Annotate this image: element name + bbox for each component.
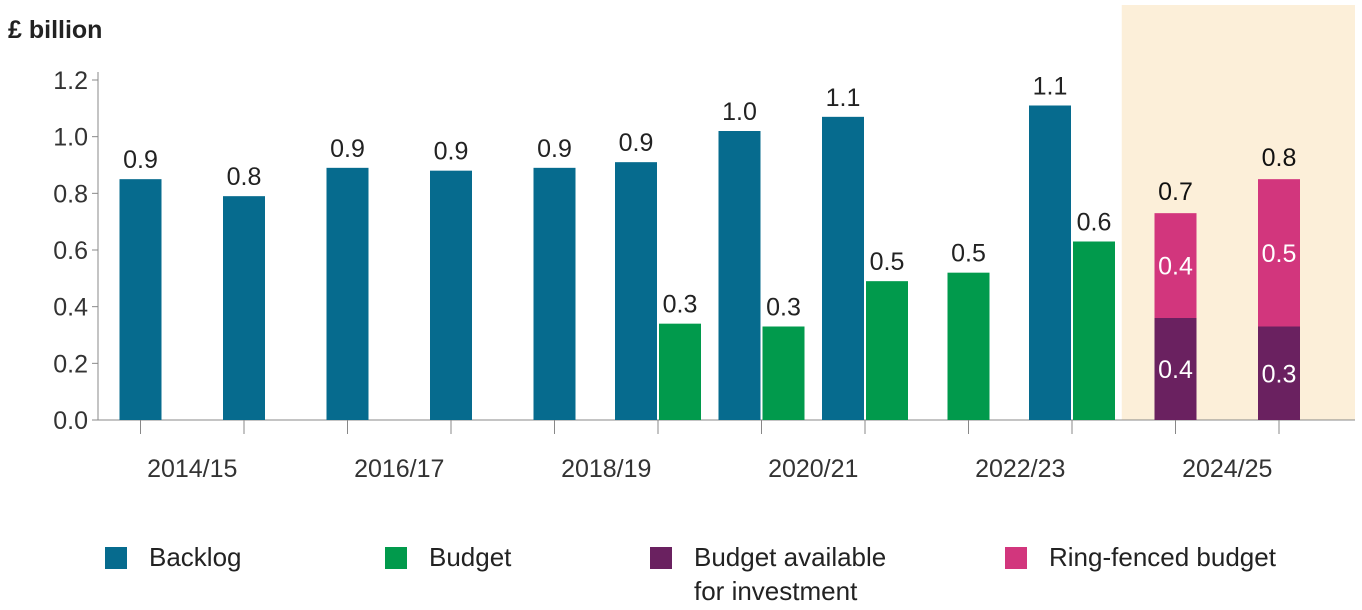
legend-item-ringfenced: Ring-fenced budget (1005, 540, 1276, 574)
x-tick-label: 2020/21 (768, 455, 858, 483)
legend-swatch (105, 547, 127, 569)
y-tick-label: 0.8 (53, 180, 88, 208)
bar-budget (659, 323, 701, 420)
data-label: 0.9 (434, 138, 469, 166)
data-label: 0.9 (619, 129, 654, 157)
legend-item-available: Budget available for investment (650, 540, 886, 608)
data-label: 0.5 (1262, 240, 1297, 268)
stack-total-label: 0.8 (1262, 144, 1297, 172)
legend-swatch (650, 547, 672, 569)
y-tick-label: 0.0 (53, 407, 88, 435)
bar-budget (866, 281, 908, 420)
data-label: 0.4 (1158, 356, 1193, 384)
stack-total-label: 0.7 (1158, 178, 1193, 206)
x-tick-label: 2022/23 (975, 455, 1065, 483)
data-label: 0.3 (1262, 360, 1297, 388)
bar-budget (947, 272, 990, 420)
x-tick-label: 2018/19 (561, 455, 651, 483)
y-tick-label: 0.6 (53, 237, 88, 265)
x-tick-label: 2016/17 (354, 455, 444, 483)
data-label: 0.9 (330, 135, 365, 163)
legend-item-backlog: Backlog (105, 540, 242, 574)
bar-backlog (1029, 105, 1071, 420)
data-label: 0.9 (537, 135, 572, 163)
legend-label: Budget available for investment (694, 542, 887, 606)
bar-budget (762, 326, 805, 420)
x-tick-label: 2014/15 (147, 455, 237, 483)
legend-swatch (1005, 547, 1027, 569)
data-label: 0.6 (1077, 209, 1112, 237)
data-label: 0.3 (766, 294, 801, 322)
data-label: 0.9 (123, 146, 158, 174)
bar-budget (1073, 241, 1115, 420)
bar-ring-fenced-budget (1154, 213, 1197, 318)
bar-backlog (326, 167, 369, 420)
x-tick-label: 2024/25 (1182, 455, 1272, 483)
data-label: 1.1 (826, 84, 861, 112)
data-label: 0.5 (870, 248, 905, 276)
y-tick-label: 1.2 (53, 67, 88, 95)
data-labels: 0.9 0.8 0.9 0.9 0.9 0.9 0.3 1.0 0.3 1.1 0.5 0.5 1.1 0… (123, 73, 1296, 389)
legend-label: Backlog (149, 542, 242, 572)
bars (119, 105, 1300, 420)
bar-backlog (223, 196, 265, 420)
bar-available-for-investment (1258, 326, 1300, 420)
legend: Backlog Budget Budget available for invest… (0, 540, 1362, 610)
bar-backlog (119, 179, 162, 420)
bar-backlog (718, 131, 761, 420)
legend-label: Budget (429, 542, 512, 572)
bar-available-for-investment (1154, 318, 1197, 420)
y-tick-label: 1.0 (53, 124, 88, 152)
x-axis: 2014/15 2016/17 2018/19 2020/21 2022/23 2024/… (98, 419, 1355, 483)
data-label: 0.8 (227, 163, 262, 191)
data-label: 1.0 (722, 98, 757, 126)
bar-backlog (615, 162, 657, 420)
y-tick-label: 0.2 (53, 350, 88, 378)
data-label: 0.5 (951, 240, 986, 268)
legend-swatch (385, 547, 407, 569)
bar-backlog (822, 116, 864, 420)
data-label: 0.4 (1158, 253, 1193, 281)
y-tick-label: 0.4 (53, 294, 88, 322)
bar-backlog (430, 170, 472, 420)
bar-ring-fenced-budget (1258, 179, 1300, 327)
data-label: 0.3 (663, 291, 698, 319)
bar-backlog (533, 167, 576, 420)
legend-item-budget: Budget (385, 540, 511, 574)
chart: £ billion 0.00.20.40.60.81.01.2 2014/15 2… (8, 5, 1355, 483)
y-axis: 0.0 0.2 0.4 0.6 0.8 1.0 1.2 (53, 67, 99, 435)
y-axis-unit-label: £ billion (8, 16, 102, 44)
data-label: 1.1 (1033, 73, 1068, 101)
legend-label: Ring-fenced budget (1049, 542, 1276, 572)
